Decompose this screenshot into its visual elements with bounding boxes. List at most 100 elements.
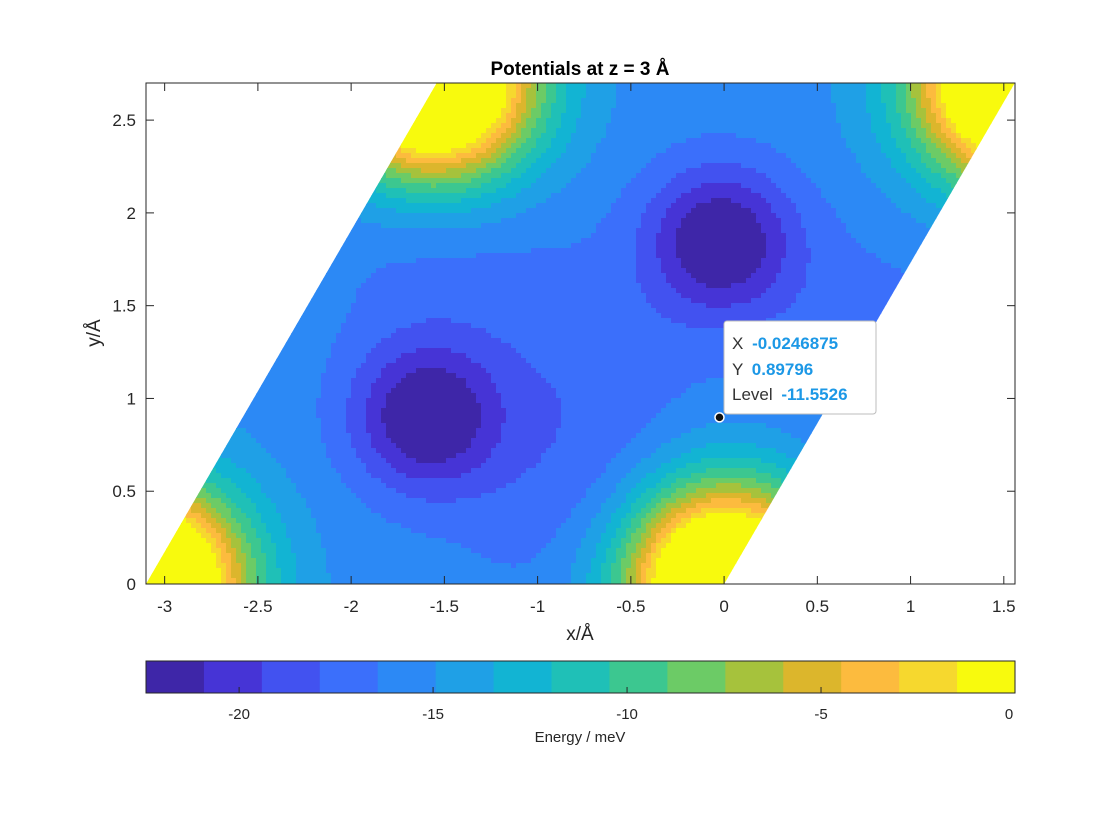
contour-cell (161, 218, 167, 224)
contour-cell (721, 143, 727, 149)
contour-cell (256, 153, 262, 159)
contour-cell (631, 128, 637, 134)
contour-cell (341, 133, 347, 139)
contour-cell (726, 148, 732, 154)
contour-cell (511, 178, 517, 184)
contour-cell (986, 133, 992, 139)
contour-cell (691, 88, 697, 94)
contour-cell (601, 203, 607, 209)
contour-cell (266, 223, 272, 229)
contour-cell (576, 128, 582, 134)
contour-cell (671, 208, 677, 214)
contour-cell (331, 203, 337, 209)
contour-cell (536, 168, 542, 174)
contour-cell (771, 88, 777, 94)
contour-cell (731, 193, 737, 199)
contour-cell (676, 113, 682, 119)
contour-cell (926, 88, 932, 94)
contour-cell (671, 188, 677, 194)
contour-cell (776, 153, 782, 159)
contour-cell (501, 178, 507, 184)
contour-cell (556, 188, 562, 194)
contour-cell (976, 168, 982, 174)
contour-cell (161, 193, 167, 199)
contour-cell (431, 213, 437, 219)
contour-cell (386, 88, 392, 94)
contour-cell (271, 163, 277, 169)
contour-cell (156, 198, 162, 204)
contour-cell (936, 123, 942, 129)
contour-cell (701, 158, 707, 164)
contour-cell (926, 128, 932, 134)
contour-cell (751, 188, 757, 194)
contour-cell (631, 208, 637, 214)
contour-cell (816, 148, 822, 154)
contour-cell (311, 208, 317, 214)
contour-cell (741, 113, 747, 119)
contour-cell (531, 103, 537, 109)
contour-cell (296, 193, 302, 199)
contour-cell (386, 223, 392, 229)
contour-cell (561, 113, 567, 119)
contour-cell (946, 153, 952, 159)
contour-cell (601, 148, 607, 154)
contour-cell (406, 143, 412, 149)
contour-cell (391, 138, 397, 144)
contour-cell (491, 213, 497, 219)
contour-cell (721, 193, 727, 199)
contour-cell (751, 103, 757, 109)
contour-cell (806, 183, 812, 189)
contour-cell (631, 163, 637, 169)
contour-cell (301, 173, 307, 179)
contour-cell (146, 198, 152, 204)
contour-cell (841, 113, 847, 119)
contour-cell (286, 218, 292, 224)
contour-cell (901, 138, 907, 144)
contour-cell (831, 198, 837, 204)
contour-cell (901, 163, 907, 169)
contour-cell (861, 178, 867, 184)
contour-cell (671, 213, 677, 219)
contour-cell (541, 203, 547, 209)
contour-cell (201, 188, 207, 194)
contour-cell (1006, 113, 1012, 119)
contour-cell (791, 133, 797, 139)
contour-cell (261, 213, 267, 219)
contour-cell (681, 223, 687, 229)
contour-cell (251, 123, 257, 129)
contour-cell (891, 128, 897, 134)
contour-cell (201, 148, 207, 154)
contour-cell (716, 163, 722, 169)
contour-cell (931, 108, 937, 114)
contour-cell (656, 218, 662, 224)
contour-cell (731, 98, 737, 104)
contour-cell (971, 103, 977, 109)
contour-cell (516, 163, 522, 169)
contour-cell (371, 143, 377, 149)
contour-cell (421, 153, 427, 159)
contour-cell (236, 133, 242, 139)
contour-cell (591, 213, 597, 219)
contour-cell (821, 133, 827, 139)
contour-cell (436, 118, 442, 124)
contour-cell (226, 153, 232, 159)
contour-cell (956, 183, 962, 189)
contour-cell (691, 163, 697, 169)
contour-cell (616, 98, 622, 104)
contour-cell (221, 118, 227, 124)
contour-cell (461, 193, 467, 199)
contour-cell (271, 198, 277, 204)
contour-cell (156, 203, 162, 209)
plot-area[interactable] (146, 83, 1017, 589)
contour-cell (836, 168, 842, 174)
contour-cell (201, 113, 207, 119)
contour-cell (351, 203, 357, 209)
contour-cell (451, 208, 457, 214)
contour-cell (921, 103, 927, 109)
contour-cell (426, 173, 432, 179)
contour-cell (551, 193, 557, 199)
contour-cell (471, 83, 477, 89)
contour-cell (986, 148, 992, 154)
contour-cell (801, 198, 807, 204)
contour-cell (276, 188, 282, 194)
